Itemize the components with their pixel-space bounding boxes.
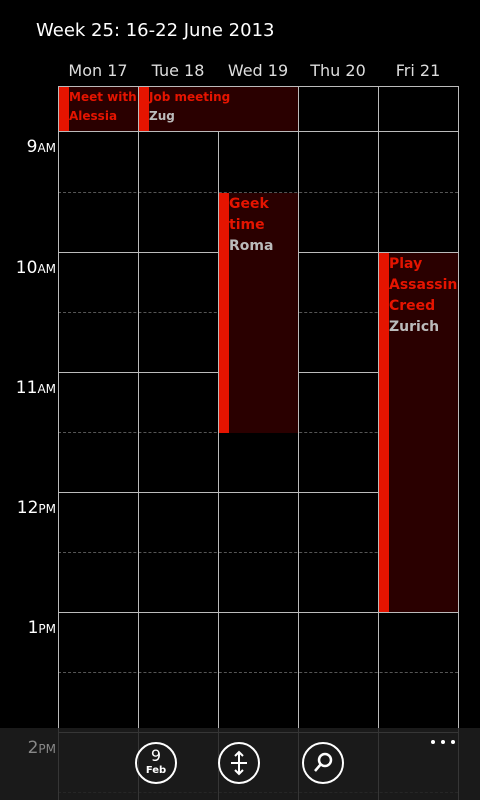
event[interactable]: Geek time Roma (219, 193, 298, 433)
today-day: 9 (150, 746, 162, 765)
hour-label: 1PM (2, 618, 56, 638)
column-line (218, 86, 219, 800)
column-line (378, 86, 379, 800)
expand-icon (231, 750, 247, 776)
search-icon (314, 752, 333, 772)
hour-label: 2PM (2, 738, 56, 758)
all-day-event[interactable]: Meet with Alessia (59, 87, 138, 131)
hour: 9 (26, 137, 38, 157)
event[interactable]: Play Assassin Creed Zurich (379, 253, 458, 612)
hour: 1 (27, 618, 39, 638)
event-location: Roma (229, 238, 274, 254)
hour-label: 11AM (2, 378, 56, 398)
day-header[interactable]: Wed 19 (227, 61, 289, 80)
hour-suffix: PM (38, 622, 56, 636)
more-button[interactable] (428, 736, 460, 748)
event-title: Play Assassin Creed (389, 256, 458, 314)
grid-line (58, 492, 458, 493)
search-button[interactable] (302, 742, 344, 784)
hour-suffix: AM (37, 262, 56, 276)
week-title: Week 25: 16-22 June 2013 (36, 20, 275, 41)
hour-label: 12PM (2, 498, 56, 518)
hour-suffix: PM (38, 502, 56, 516)
hour: 11 (15, 378, 38, 398)
hour-suffix: AM (37, 141, 56, 155)
event-title: Meet with Alessia (69, 90, 137, 123)
all-day-event[interactable]: Job meeting Zug (139, 87, 298, 131)
column-line (458, 86, 459, 800)
expand-button[interactable] (218, 742, 260, 784)
hour-suffix: PM (38, 742, 56, 756)
half-hour-line (58, 192, 458, 193)
day-header[interactable]: Mon 17 (68, 61, 128, 80)
hour-label: 9AM (2, 137, 56, 157)
hour: 2 (27, 738, 39, 758)
column-line (58, 86, 59, 800)
grid-line (58, 612, 458, 613)
day-header[interactable]: Thu 20 (310, 61, 366, 80)
event-location: Zurich (389, 319, 440, 335)
grid-line (58, 131, 458, 132)
today-month: Feb (145, 765, 167, 776)
event-title: Job meeting (149, 90, 231, 104)
hour-label: 10AM (2, 258, 56, 278)
event-title: Geek time (229, 196, 269, 233)
event-location: Zug (149, 109, 175, 123)
today-button[interactable]: 9 Feb (135, 742, 177, 784)
half-hour-line (58, 552, 458, 553)
grid-line (58, 86, 458, 87)
column-line (298, 86, 299, 800)
hour-suffix: AM (37, 382, 56, 396)
column-line (138, 86, 139, 800)
hour: 12 (16, 498, 39, 518)
half-hour-line (58, 672, 458, 673)
day-header[interactable]: Tue 18 (151, 61, 205, 80)
hour: 10 (15, 258, 38, 278)
day-header[interactable]: Fri 21 (395, 61, 441, 80)
